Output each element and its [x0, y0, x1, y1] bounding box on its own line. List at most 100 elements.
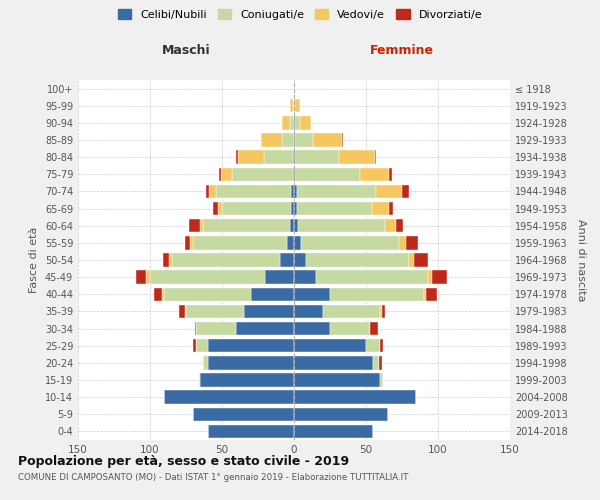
Y-axis label: Fasce di età: Fasce di età: [29, 227, 39, 293]
Bar: [193, 236, 287, 250]
Bar: [294, 254, 305, 266]
Bar: [206, 184, 209, 198]
Bar: [209, 184, 216, 198]
Bar: [330, 288, 424, 301]
Bar: [221, 168, 232, 181]
Y-axis label: Anni di nascita: Anni di nascita: [576, 219, 586, 301]
Bar: [297, 184, 376, 198]
Bar: [163, 254, 169, 266]
Bar: [290, 116, 294, 130]
Bar: [295, 116, 300, 130]
Bar: [261, 134, 283, 146]
Bar: [298, 219, 385, 232]
Bar: [294, 202, 297, 215]
Bar: [295, 168, 360, 181]
Bar: [389, 202, 394, 215]
Bar: [294, 374, 380, 386]
Bar: [294, 168, 295, 181]
Bar: [294, 134, 295, 146]
Bar: [413, 254, 428, 266]
Bar: [297, 202, 372, 215]
Bar: [264, 150, 293, 164]
Bar: [193, 339, 196, 352]
Bar: [295, 150, 338, 164]
Bar: [294, 270, 316, 284]
Bar: [150, 270, 265, 284]
Bar: [294, 322, 330, 336]
Text: Popolazione per età, sesso e stato civile - 2019: Popolazione per età, sesso e stato civil…: [18, 455, 349, 468]
Bar: [294, 356, 373, 370]
Bar: [290, 99, 293, 112]
Bar: [214, 202, 218, 215]
Bar: [406, 236, 418, 250]
Bar: [236, 322, 294, 336]
Bar: [196, 339, 208, 352]
Bar: [380, 304, 382, 318]
Bar: [293, 99, 294, 112]
Bar: [199, 374, 200, 386]
Bar: [190, 236, 193, 250]
Bar: [293, 168, 294, 181]
Bar: [194, 322, 196, 336]
Bar: [294, 184, 297, 198]
Bar: [238, 150, 264, 164]
Bar: [380, 339, 383, 352]
Bar: [432, 270, 446, 284]
Bar: [203, 219, 290, 232]
Bar: [291, 184, 294, 198]
Bar: [294, 288, 330, 301]
Bar: [389, 168, 392, 181]
Bar: [186, 304, 244, 318]
Bar: [396, 219, 403, 232]
Bar: [136, 270, 146, 284]
Bar: [251, 288, 294, 301]
Bar: [360, 168, 389, 181]
Bar: [301, 236, 399, 250]
Bar: [323, 304, 380, 318]
Bar: [200, 219, 203, 232]
Bar: [402, 184, 409, 198]
Bar: [382, 304, 385, 318]
Bar: [169, 254, 172, 266]
Bar: [300, 116, 311, 130]
Bar: [294, 408, 388, 421]
Bar: [189, 219, 200, 232]
Bar: [370, 322, 377, 336]
Bar: [379, 356, 382, 370]
Bar: [200, 374, 294, 386]
Bar: [236, 150, 238, 164]
Bar: [424, 288, 427, 301]
Bar: [385, 219, 396, 232]
Bar: [305, 254, 409, 266]
Bar: [341, 134, 343, 146]
Bar: [244, 304, 294, 318]
Bar: [164, 390, 294, 404]
Bar: [208, 339, 294, 352]
Bar: [338, 150, 374, 164]
Bar: [409, 254, 413, 266]
Text: COMUNE DI CAMPOSANTO (MO) - Dati ISTAT 1° gennaio 2019 - Elaborazione TUTTITALIA: COMUNE DI CAMPOSANTO (MO) - Dati ISTAT 1…: [18, 472, 409, 482]
Bar: [265, 270, 294, 284]
Bar: [185, 236, 190, 250]
Bar: [374, 150, 376, 164]
Bar: [283, 116, 290, 130]
Bar: [293, 150, 294, 164]
Bar: [222, 202, 291, 215]
Bar: [373, 356, 379, 370]
Bar: [427, 288, 437, 301]
Bar: [208, 356, 294, 370]
Bar: [316, 270, 428, 284]
Bar: [295, 99, 300, 112]
Bar: [294, 304, 323, 318]
Bar: [366, 339, 380, 352]
Bar: [399, 236, 406, 250]
Bar: [294, 219, 298, 232]
Bar: [179, 304, 185, 318]
Bar: [280, 254, 294, 266]
Text: Maschi: Maschi: [161, 44, 211, 58]
Bar: [294, 99, 295, 112]
Bar: [313, 134, 341, 146]
Bar: [218, 202, 222, 215]
Bar: [287, 236, 294, 250]
Bar: [219, 168, 221, 181]
